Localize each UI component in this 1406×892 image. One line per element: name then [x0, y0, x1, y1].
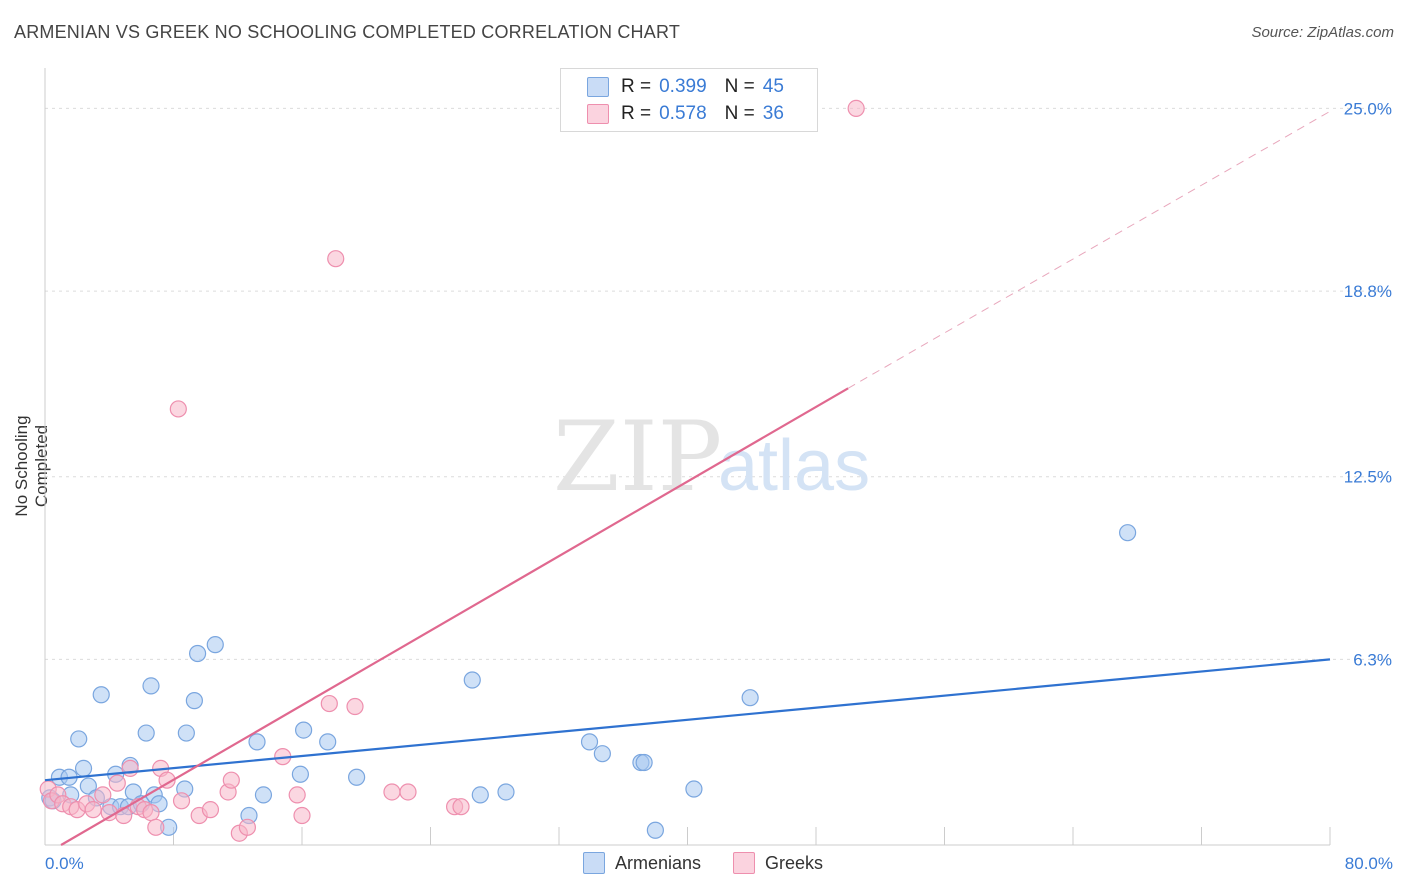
legend-label-armenians: Armenians	[614, 852, 701, 873]
point-greeks	[288, 786, 306, 804]
point-armenians	[471, 786, 489, 804]
point-armenians	[463, 671, 481, 689]
n-value-greeks: 36	[762, 103, 784, 124]
r-label: R =	[621, 76, 652, 97]
point-greeks	[169, 400, 187, 418]
x-tick-label: 0.0%	[45, 854, 84, 873]
legend-label-greeks: Greeks	[765, 852, 824, 873]
point-greeks	[94, 786, 112, 804]
point-armenians	[348, 768, 366, 786]
point-armenians	[635, 753, 653, 772]
point-armenians	[593, 745, 611, 763]
point-greeks	[201, 801, 220, 819]
point-armenians	[137, 724, 155, 742]
watermark-atlas: atlas	[718, 426, 870, 506]
point-armenians	[741, 689, 759, 707]
point-armenians	[295, 721, 313, 739]
y-tick-label: 25.0%	[1344, 99, 1392, 118]
point-greeks	[238, 818, 256, 836]
legend-item-armenians[interactable]: Armenians	[582, 852, 701, 874]
y-tick-label: 6.3%	[1353, 650, 1392, 669]
point-greeks	[222, 771, 240, 789]
source-label: Source: ZipAtlas.com	[1251, 24, 1394, 41]
watermark-zip: ZIP	[553, 401, 722, 513]
point-armenians	[142, 677, 160, 695]
point-greeks	[320, 694, 338, 713]
point-armenians	[646, 821, 664, 839]
n-label: N =	[724, 76, 755, 97]
point-greeks	[847, 99, 865, 118]
point-greeks	[158, 771, 176, 789]
point-greeks	[293, 806, 311, 825]
trendline-extension-greeks	[847, 110, 1331, 389]
n-label: N =	[724, 103, 755, 124]
point-armenians	[188, 644, 207, 663]
point-greeks	[142, 803, 160, 822]
point-armenians	[248, 733, 266, 751]
point-armenians	[319, 733, 337, 751]
x-tick-label: 80.0%	[1345, 854, 1393, 873]
armenians-swatch	[587, 77, 609, 97]
point-armenians	[185, 692, 203, 710]
point-greeks	[84, 801, 102, 819]
series-legend: Armenians Greeks	[0, 852, 1406, 874]
point-armenians	[92, 686, 110, 704]
r-value-armenians: 0.399	[659, 76, 707, 97]
point-greeks	[147, 818, 165, 836]
point-armenians	[291, 765, 309, 783]
point-armenians	[74, 759, 93, 777]
point-greeks	[108, 774, 126, 792]
legend-swatch-greeks	[733, 852, 755, 874]
stats-legend-armenians: R = 0.399 N = 45	[587, 75, 784, 99]
point-greeks	[115, 806, 133, 825]
point-armenians	[497, 783, 515, 801]
point-armenians	[79, 777, 97, 795]
chart-title: ARMENIAN VS GREEK NO SCHOOLING COMPLETED…	[14, 22, 681, 42]
r-value-greeks: 0.578	[659, 103, 707, 124]
greeks-swatch	[587, 104, 609, 124]
legend-item-greeks[interactable]: Greeks	[733, 852, 823, 874]
point-greeks	[452, 798, 470, 816]
point-greeks	[399, 783, 417, 801]
point-armenians	[1119, 524, 1137, 542]
y-tick-label: 18.8%	[1344, 282, 1392, 301]
point-greeks	[121, 759, 139, 777]
point-armenians	[177, 724, 195, 742]
point-armenians	[685, 780, 703, 798]
legend-swatch-armenians	[582, 852, 605, 874]
trendline-greeks	[60, 387, 849, 846]
point-armenians	[254, 786, 273, 804]
trendline-armenians	[44, 658, 1331, 782]
point-greeks	[172, 792, 191, 810]
y-tick-label: 12.5%	[1344, 468, 1392, 487]
stats-legend-greeks: R = 0.578 N = 36	[587, 102, 784, 126]
point-greeks	[327, 250, 345, 268]
point-greeks	[346, 697, 364, 716]
n-value-armenians: 45	[762, 76, 784, 97]
stats-legend: R = 0.399 N = 45 R = 0.578 N = 36	[560, 68, 818, 132]
point-armenians	[580, 733, 599, 751]
point-armenians	[70, 730, 88, 748]
point-greeks	[383, 783, 401, 801]
point-armenians	[206, 636, 224, 654]
r-label: R =	[621, 103, 652, 124]
